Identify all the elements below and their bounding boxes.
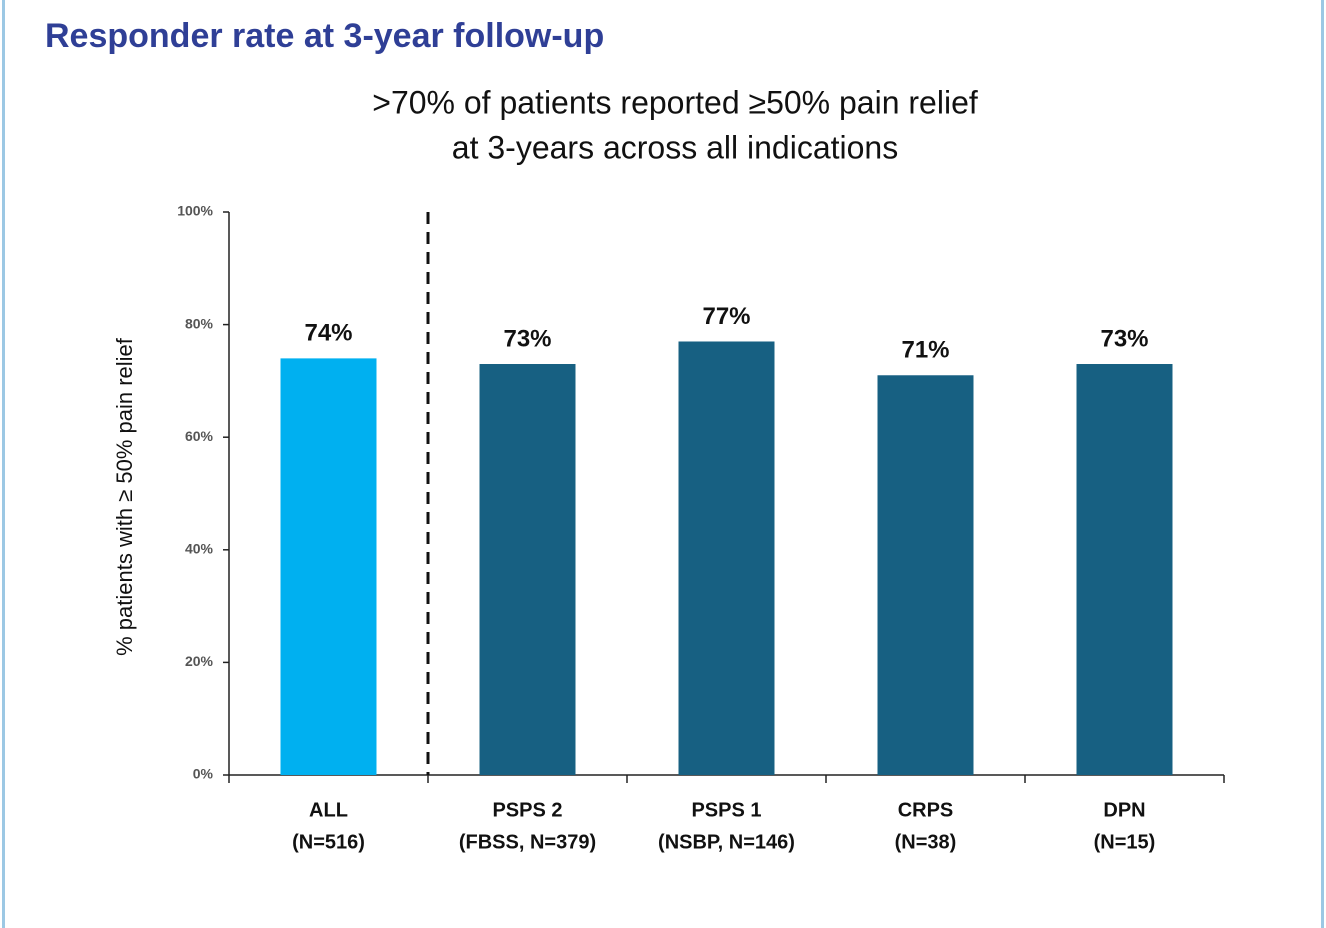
- y-tick-label: 20%: [185, 653, 214, 669]
- y-axis-label: % patients with ≥ 50% pain relief: [112, 337, 137, 656]
- subtitle: >70% of patients reported ≥50% pain reli…: [372, 84, 978, 120]
- x-tick-label: (N=38): [895, 831, 957, 853]
- frame-right: [1321, 0, 1324, 928]
- y-tick-label: 80%: [185, 315, 214, 331]
- y-tick-label: 0%: [193, 766, 214, 782]
- subtitle: at 3-years across all indications: [452, 129, 898, 165]
- x-tick-label: DPN: [1103, 799, 1145, 821]
- y-tick-label: 60%: [185, 428, 214, 444]
- value-label: 71%: [901, 337, 949, 364]
- y-tick-label: 40%: [185, 541, 214, 557]
- value-label: 74%: [304, 320, 352, 347]
- value-label: 73%: [1100, 325, 1148, 352]
- bar: [1076, 364, 1173, 775]
- x-tick-label: (N=516): [292, 831, 365, 853]
- chart-title: Responder rate at 3-year follow-up: [45, 17, 604, 55]
- x-tick-label: PSPS 1: [691, 799, 761, 821]
- x-tick-label: PSPS 2: [492, 799, 562, 821]
- bar: [678, 341, 775, 775]
- value-label: 77%: [702, 303, 750, 330]
- bar: [877, 375, 974, 775]
- x-tick-label: (FBSS, N=379): [459, 831, 596, 853]
- y-tick-label: 100%: [177, 203, 213, 219]
- x-tick-label: (N=15): [1094, 831, 1156, 853]
- x-tick-label: (NSBP, N=146): [658, 831, 795, 853]
- x-tick-label: CRPS: [898, 799, 954, 821]
- bar: [479, 364, 576, 775]
- frame-left: [2, 0, 5, 928]
- bar: [280, 358, 377, 775]
- value-label: 73%: [503, 325, 551, 352]
- x-tick-label: ALL: [309, 799, 348, 821]
